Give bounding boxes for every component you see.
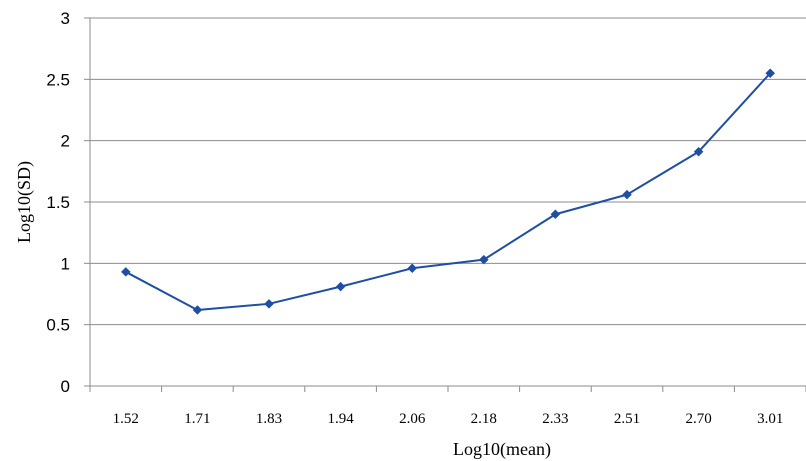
data-point-marker — [478, 254, 489, 265]
x-tick-label: 1.83 — [256, 411, 282, 427]
data-point-marker — [264, 298, 274, 309]
x-tick-label: 2.33 — [542, 411, 568, 427]
data-point-marker — [693, 146, 704, 157]
data-series — [120, 68, 776, 315]
series-line — [125, 72, 771, 311]
x-axis-title: Log10(mean) — [453, 439, 551, 460]
y-tick-label: 1.5 — [46, 193, 70, 212]
y-tick-label: 0.5 — [46, 316, 70, 335]
axes — [84, 17, 806, 392]
data-point-marker — [765, 68, 776, 79]
data-point-marker — [335, 281, 346, 292]
y-tick-label: 0 — [61, 377, 70, 396]
data-point-marker — [407, 263, 418, 274]
x-tick-label: 2.06 — [399, 411, 426, 427]
data-point-marker — [550, 209, 561, 220]
x-tick-label: 1.71 — [184, 411, 210, 427]
y-tick-label: 3 — [61, 9, 70, 28]
x-tick-label: 1.52 — [113, 411, 139, 427]
data-point-marker — [192, 305, 203, 315]
data-point-marker — [622, 189, 632, 200]
y-tick-label: 2 — [61, 132, 70, 151]
y-axis-title: Log10(SD) — [14, 161, 35, 243]
y-tick-labels: 0 0.5 1 1.5 2 2.5 3 — [46, 9, 70, 396]
y-tick-label: 2.5 — [46, 70, 70, 89]
x-tick-label: 1.94 — [327, 411, 354, 427]
x-tick-label: 2.18 — [471, 411, 497, 427]
x-tick-label: 2.70 — [685, 411, 711, 427]
data-point-marker — [120, 267, 131, 277]
x-tick-label: 2.51 — [614, 411, 640, 427]
gridlines — [90, 17, 806, 326]
x-tick-labels: 1.52 1.71 1.83 1.94 2.06 2.18 2.33 2.51 2.70 3.01 — [113, 411, 784, 427]
x-tick-label: 3.01 — [757, 411, 783, 427]
y-tick-label: 1 — [61, 254, 70, 273]
